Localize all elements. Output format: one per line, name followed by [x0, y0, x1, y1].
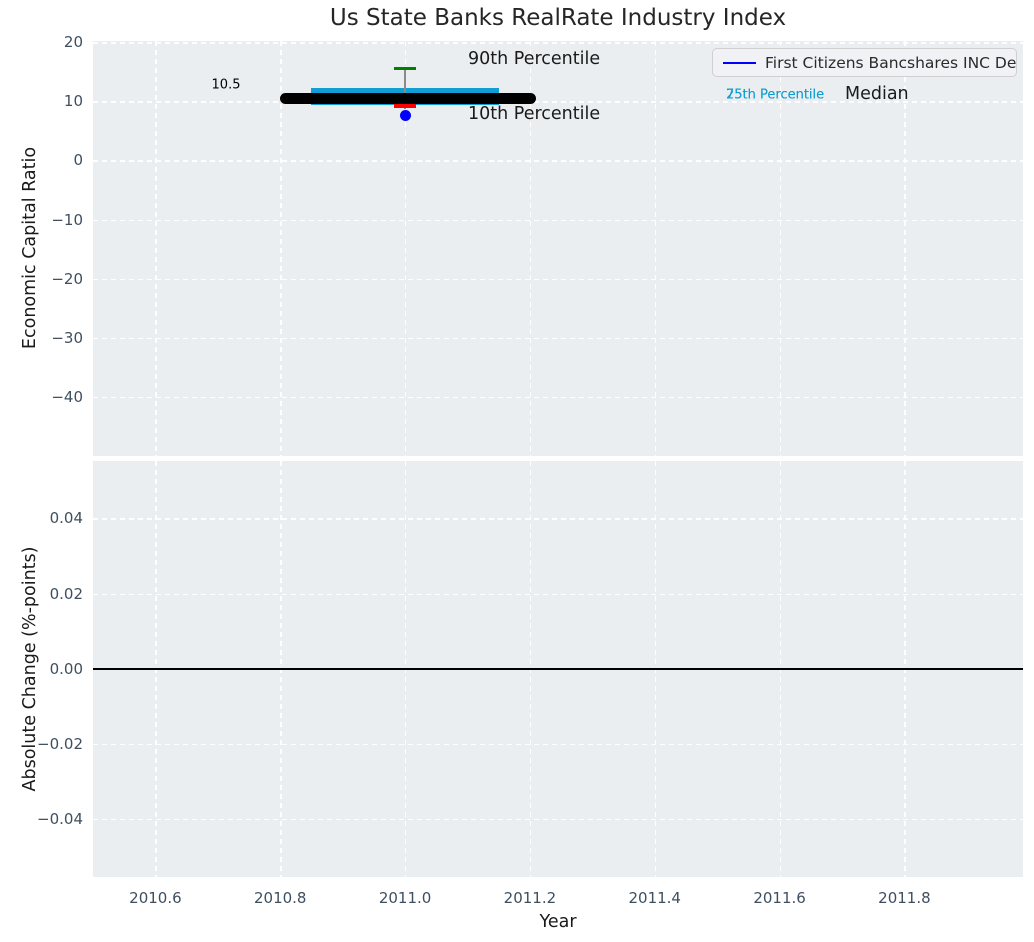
y-tick-label: −10	[51, 210, 83, 229]
gridline-horizontal	[93, 818, 1023, 821]
x-tick-label: 2011.8	[878, 889, 931, 907]
x-tick-label: 2010.8	[253, 889, 307, 907]
y-tick-label: −0.02	[37, 734, 83, 753]
chart-title: Us State Banks RealRate Industry Index	[329, 5, 787, 31]
x-axis-label: Year	[539, 912, 577, 932]
y-tick-label: −30	[51, 328, 83, 347]
gridline-horizontal	[93, 42, 1023, 44]
x-tick-label: 2010.6	[129, 889, 182, 907]
y-tick-label: 0	[73, 151, 83, 170]
zero-change-line	[93, 667, 1023, 670]
legend-line-swatch	[723, 61, 756, 64]
y-tick-label: 0.02	[49, 584, 83, 603]
p10-annotation: 10th Percentile	[468, 104, 601, 124]
gridline-horizontal	[93, 101, 1023, 103]
y-tick-label: 0.04	[49, 509, 83, 528]
y-tick-label: −0.04	[37, 809, 83, 828]
whisker-line	[404, 68, 406, 110]
p25-annotation: 25th Percentile	[726, 87, 825, 103]
gridline-horizontal	[93, 219, 1023, 221]
p10-cap	[394, 104, 417, 108]
median-line	[280, 92, 537, 104]
x-tick-label: 2011.2	[503, 889, 557, 907]
legend: First Citizens Bancshares INC De	[712, 48, 1017, 77]
gridline-horizontal	[93, 518, 1023, 520]
gridline-horizontal	[93, 743, 1023, 746]
gridline-vertical	[280, 41, 282, 456]
p90-cap	[394, 66, 417, 70]
gridline-horizontal	[93, 593, 1023, 595]
y-tick-label: 0.00	[49, 659, 83, 678]
gridline-vertical	[155, 41, 157, 456]
gridline-vertical	[654, 41, 657, 456]
legend-label: First Citizens Bancshares INC De	[765, 53, 1017, 72]
gridline-vertical	[904, 41, 906, 456]
gridline-horizontal	[93, 396, 1023, 399]
x-tick-label: 2011.6	[753, 889, 806, 907]
x-tick-label: 2011.0	[378, 889, 432, 907]
x-tick-label: 2011.4	[628, 889, 681, 907]
gridline-horizontal	[93, 160, 1023, 162]
y-tick-label: 10	[63, 92, 83, 111]
y-tick-label: 20	[63, 33, 83, 52]
median-value-label: 10.5	[211, 77, 241, 93]
gridline-vertical	[405, 41, 407, 456]
y-tick-label: −40	[51, 387, 83, 406]
y-tick-label: −20	[51, 269, 83, 288]
median-annotation: Median	[845, 84, 909, 104]
gridline-horizontal	[93, 337, 1023, 340]
company-data-point	[399, 109, 411, 121]
p90-annotation: 90th Percentile	[468, 49, 601, 69]
gridline-vertical	[529, 41, 532, 456]
gridline-horizontal	[93, 278, 1023, 281]
top-axes	[93, 41, 1023, 456]
p75-annotation: 75th Percentile	[726, 87, 825, 103]
top-y-axis-label: Economic Capital Ratio	[20, 146, 40, 350]
gridline-vertical	[779, 41, 781, 456]
bottom-y-axis-label: Absolute Change (%-points)	[20, 546, 40, 792]
